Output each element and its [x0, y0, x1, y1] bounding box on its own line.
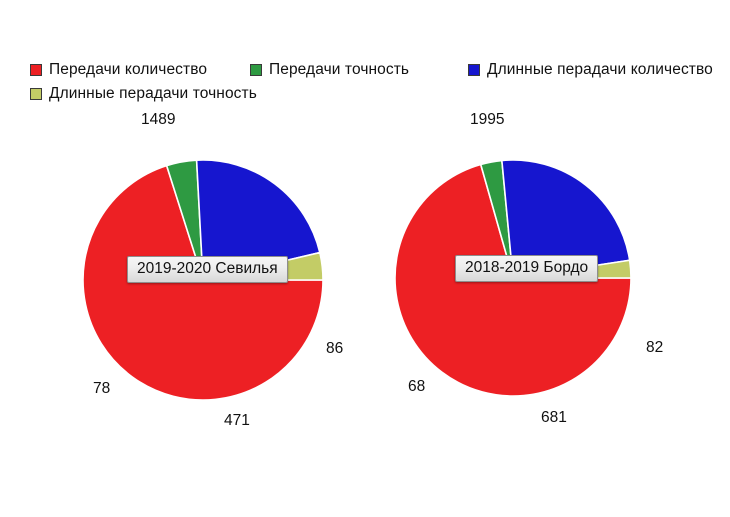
pie-left-value-top: 1489: [141, 111, 176, 128]
legend-label-long-passes-accuracy: Длинные перадачи точность: [49, 85, 257, 102]
pie-slice: [82, 164, 324, 401]
legend-item-passes-count: Передачи количество: [30, 62, 207, 78]
pie-right-value-right: 82: [646, 339, 664, 356]
pie-left-value-left: 78: [93, 380, 111, 397]
pie-chart-left-svg: [82, 159, 324, 401]
pie-right-value-left: 68: [408, 378, 426, 395]
pie-left-value-right: 86: [326, 340, 344, 357]
pie-slice: [500, 159, 631, 279]
legend-label-passes-count: Передачи количество: [49, 61, 208, 78]
legend-swatch-long-passes-count: [468, 63, 480, 76]
legend-item-long-passes-count: Длинные перадачи количество: [468, 62, 713, 78]
pie-left-title-tag: 2019-2020 Севилья: [127, 256, 288, 283]
legend-label-passes-accuracy: Передачи точность: [269, 61, 410, 78]
pie-slice: [195, 159, 321, 281]
pie-right-value-bottom: 681: [541, 409, 567, 426]
pie-right-value-top: 1995: [470, 111, 505, 128]
legend-swatch-passes-accuracy: [250, 63, 262, 76]
pie-left-value-bottom: 471: [224, 412, 250, 429]
legend-label-long-passes-count: Длинные перадачи количество: [487, 61, 713, 78]
legend-swatch-passes-count: [30, 63, 42, 76]
legend-swatch-long-passes-accuracy: [30, 87, 42, 100]
legend-item-long-passes-accuracy: Длинные перадачи точность: [30, 86, 257, 102]
chart-legend: Передачи количество Передачи точность Дл…: [0, 58, 730, 110]
pie-right-title-tag: 2018-2019 Бордо: [455, 255, 599, 282]
legend-item-passes-accuracy: Передачи точность: [250, 62, 409, 78]
pie-chart-left: [82, 159, 324, 401]
